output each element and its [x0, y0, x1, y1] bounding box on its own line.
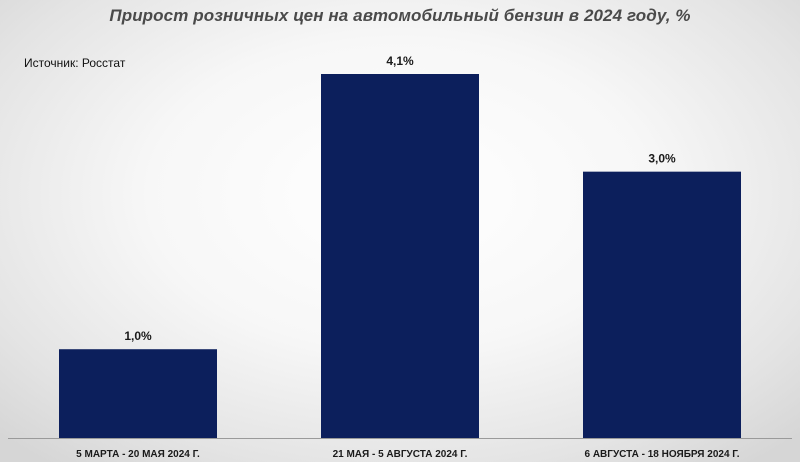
bar-2	[321, 74, 479, 438]
x-tick-label-2: 21 МАЯ - 5 АВГУСТА 2024 Г.	[333, 449, 468, 460]
data-label-2: 4,1%	[386, 54, 414, 68]
x-tick-label-1: 5 МАРТА - 20 МАЯ 2024 Г.	[76, 449, 200, 460]
bar-1	[59, 349, 217, 438]
chart-title: Прирост розничных цен на автомобильный б…	[109, 6, 691, 25]
data-label-3: 3,0%	[648, 152, 676, 166]
source-note: Источник: Росстат	[24, 56, 126, 70]
x-tick-label-3: 6 АВГУСТА - 18 НОЯБРЯ 2024 Г.	[585, 449, 740, 460]
bar-3	[583, 171, 741, 438]
data-label-1: 1,0%	[124, 329, 152, 343]
